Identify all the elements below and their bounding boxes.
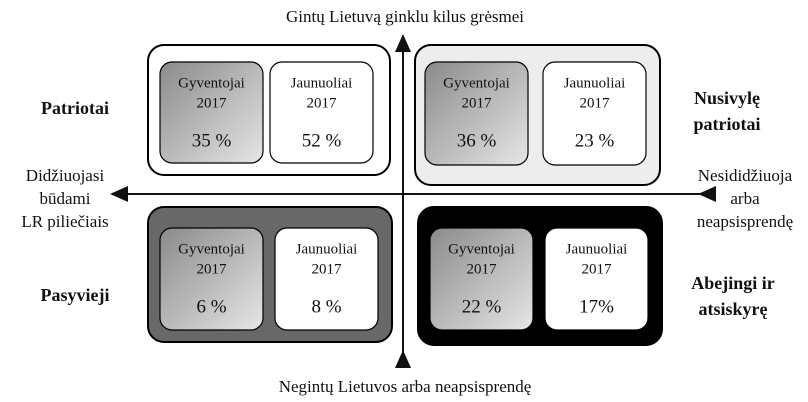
quadrant-name: atsiskyrę: [699, 299, 768, 319]
axis-left-label: būdami: [40, 189, 91, 208]
group-value: 36 %: [457, 130, 497, 151]
group-value: 22 %: [462, 296, 502, 317]
group-box: [542, 61, 647, 166]
group-value: 6 %: [196, 296, 226, 317]
axis-right-label: arba: [730, 189, 760, 208]
group-value: 17%: [579, 296, 614, 317]
axis-bottom-label: Negintų Lietuvos arba neapsisprendę: [279, 377, 532, 396]
group-label: Jaunuoliai: [291, 75, 353, 91]
axis-right-label: Nesididžiuoja: [698, 166, 793, 185]
group-box: [544, 227, 649, 331]
quadrant-name: Abejingi ir: [691, 273, 775, 293]
group-year: 2017: [312, 261, 343, 277]
group-label: Jaunuoliai: [566, 241, 628, 257]
group-year: 2017: [467, 261, 498, 277]
axis-top-label: Gintų Lietuvą ginklu kilus grėsmei: [286, 7, 524, 26]
group-value: 23 %: [575, 130, 615, 151]
group-value: 8 %: [311, 296, 341, 317]
group-box: [274, 227, 379, 331]
group-box: [159, 227, 264, 331]
quadrant-name: Nusivylę: [694, 88, 760, 108]
group-year: 2017: [462, 95, 493, 111]
group-label: Jaunuoliai: [564, 75, 626, 91]
group-value: 35 %: [192, 130, 232, 151]
quadrant-name: Pasyvieji: [41, 285, 110, 305]
group-box: [424, 61, 529, 166]
group-year: 2017: [580, 95, 611, 111]
group-year: 2017: [582, 261, 613, 277]
axis-right-label: neapsisprendę: [697, 212, 793, 231]
group-value: 52 %: [302, 130, 342, 151]
group-label: Gyventojai: [178, 75, 245, 91]
group-label: Gyventojai: [448, 241, 515, 257]
group-year: 2017: [307, 95, 338, 111]
group-box: [429, 227, 534, 331]
group-box: [159, 61, 264, 164]
group-year: 2017: [197, 95, 228, 111]
axis-left-label: Didžiuojasi: [26, 166, 105, 185]
group-year: 2017: [197, 261, 228, 277]
group-label: Jaunuoliai: [296, 241, 358, 257]
group-label: Gyventojai: [443, 75, 510, 91]
group-box: [269, 61, 374, 164]
quadrant-name: Patriotai: [41, 98, 109, 118]
quadrant-name: patriotai: [694, 114, 761, 134]
axis-left-label: LR piliečiais: [21, 212, 108, 231]
group-label: Gyventojai: [178, 241, 245, 257]
